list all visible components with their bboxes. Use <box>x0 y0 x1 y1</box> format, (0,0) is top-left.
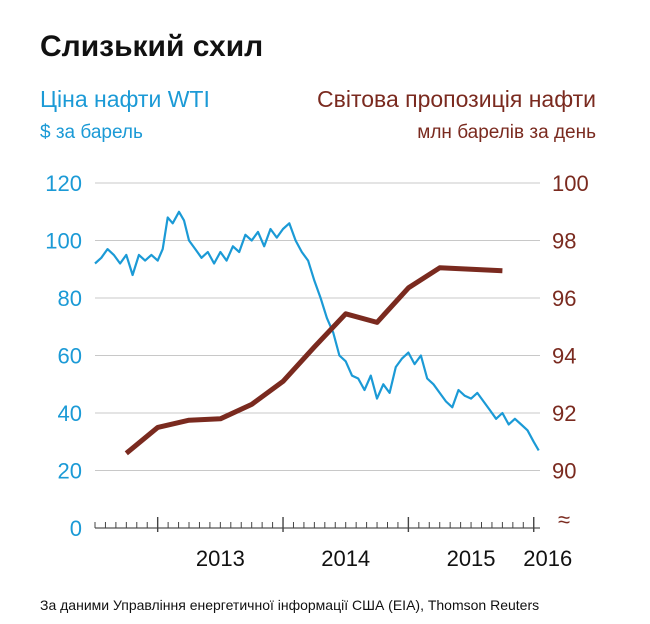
left-tick-label: 0 <box>70 516 82 541</box>
series-line-wti-price <box>94 210 540 451</box>
chart-title: Слизький схил <box>40 30 263 63</box>
right-tick-label: 98 <box>552 229 576 254</box>
right-axis-unit: млн барелів за день <box>417 122 596 143</box>
series-line-oil-supply <box>124 265 503 456</box>
left-tick-label: 60 <box>58 344 82 369</box>
x-tick-label: 2016 <box>523 546 572 571</box>
source-note: За даними Управління енергетичної інформ… <box>40 597 539 613</box>
left-axis-title: Ціна нафти WTI <box>40 86 210 112</box>
right-tick-label: 94 <box>552 344 576 369</box>
x-axis: 2013 2014 2015 2016 <box>94 517 572 571</box>
left-tick-label: 80 <box>58 286 82 311</box>
axis-break-marker: ≈ <box>558 507 570 532</box>
left-axis-unit: $ за барель <box>40 122 143 143</box>
x-tick-label: 2015 <box>447 546 496 571</box>
right-tick-label: 96 <box>552 286 576 311</box>
left-tick-label: 40 <box>58 401 82 426</box>
right-axis-title: Світова пропозиція нафти <box>317 86 596 112</box>
right-tick-label: 92 <box>552 401 576 426</box>
left-axis-ticks: 0 20 40 60 80 100 120 <box>45 171 82 541</box>
right-tick-label: 90 <box>552 459 576 484</box>
left-tick-label: 120 <box>45 171 82 196</box>
x-tick-label: 2014 <box>321 546 370 571</box>
gridlines <box>95 182 540 471</box>
right-tick-label: 100 <box>552 171 589 196</box>
x-tick-label: 2013 <box>196 546 245 571</box>
left-tick-label: 100 <box>45 229 82 254</box>
left-tick-label: 20 <box>58 459 82 484</box>
series-layer <box>94 210 540 456</box>
right-axis-ticks: 90 92 94 96 98 100 ≈ <box>552 171 589 532</box>
